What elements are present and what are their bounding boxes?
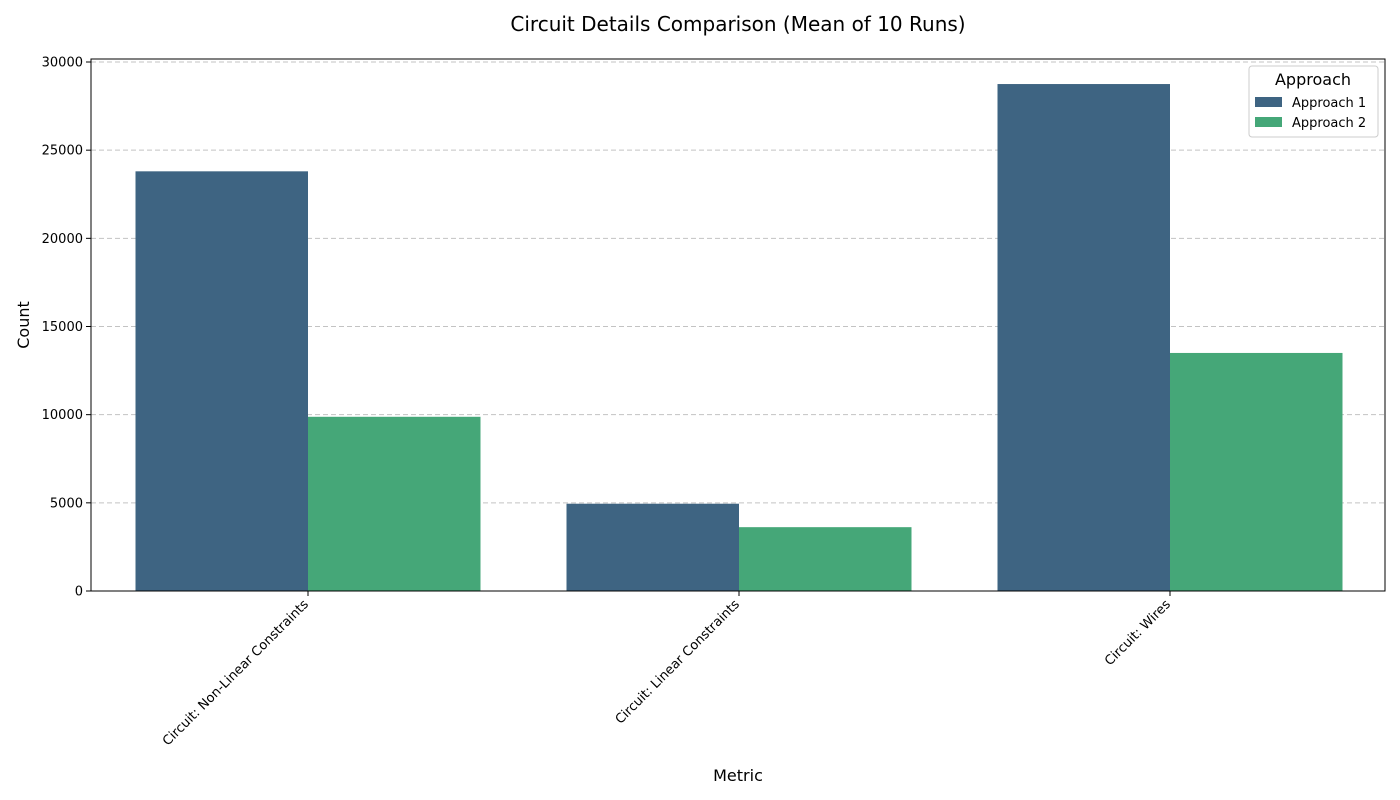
legend: Approach Approach 1 Approach 2 (1248, 65, 1379, 138)
chart-title: Circuit Details Comparison (Mean of 10 R… (510, 12, 965, 36)
y-tick-label: 25000 (42, 144, 83, 159)
x-tick-label: Circuit: Non-Linear Constraints (160, 597, 312, 749)
bar-approach-1-1 (566, 503, 739, 591)
y-tick-label: 10000 (42, 408, 83, 423)
y-tick-label: 30000 (42, 56, 83, 71)
legend-label: Approach 2 (1292, 116, 1366, 131)
plot-frame (90, 58, 1386, 592)
y-tick-label: 15000 (42, 320, 83, 335)
x-tick-label: Circuit: Linear Constraints (613, 597, 743, 727)
x-tick-label: Circuit: Wires (1102, 597, 1174, 669)
bars (135, 84, 1343, 592)
x-axis-label: Metric (713, 766, 763, 785)
legend-label: Approach 1 (1292, 96, 1366, 111)
legend-title: Approach (1275, 70, 1351, 89)
y-tick-label: 20000 (42, 232, 83, 247)
legend-swatch-2 (1255, 117, 1282, 127)
y-axis: 0 5000 10000 15000 20000 25000 30000 (42, 56, 91, 600)
bar-approach-1-0 (135, 171, 308, 591)
bar-approach-2-0 (308, 416, 481, 591)
x-axis: Circuit: Non-Linear Constraints Circuit: … (160, 591, 1174, 749)
legend-swatch-1 (1255, 97, 1282, 107)
bar-approach-1-2 (997, 84, 1170, 592)
y-axis-label: Count (14, 301, 33, 349)
bar-approach-2-2 (1170, 352, 1343, 591)
y-tick-label: 5000 (50, 496, 83, 511)
bar-approach-2-1 (739, 527, 912, 591)
y-tick-label: 0 (75, 585, 83, 600)
